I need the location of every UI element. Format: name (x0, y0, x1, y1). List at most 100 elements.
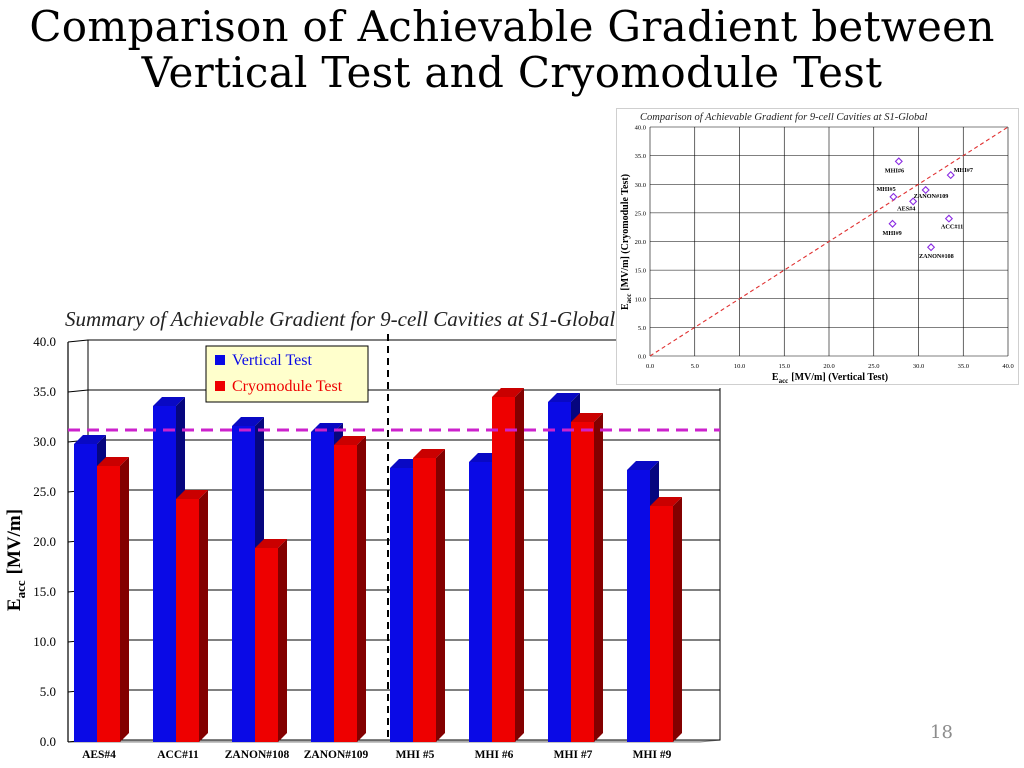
bar-side (120, 457, 129, 742)
slide-title-line-1: Comparison of Achievable Gradient betwee… (29, 2, 995, 51)
scatter-point-label: ZANON#108 (919, 253, 954, 260)
bar-x-tick-label: ZANON#108 (225, 749, 290, 761)
scatter-point (909, 197, 918, 206)
bar-y-tick-label: 0.0 (40, 734, 56, 749)
bar (548, 402, 571, 742)
bar-y-tick-label: 5.0 (40, 684, 56, 699)
slide-title: Comparison of Achievable Gradient betwee… (0, 4, 1024, 96)
bar-chart: Summary of Achievable Gradient for 9-cel… (4, 307, 721, 761)
bar-x-tick-label: MHI #7 (554, 749, 593, 761)
bar (232, 426, 255, 742)
bar-y-tick-label: 40.0 (33, 334, 56, 349)
legend-box (205, 345, 369, 403)
scatter-x-label: Eacc [MV/m] (Vertical Test) (772, 372, 888, 385)
scatter-point-label: MHI#9 (883, 230, 902, 237)
bar-side (357, 436, 366, 742)
bar-side (515, 388, 524, 742)
bar-top (492, 388, 524, 397)
bar (627, 470, 650, 742)
bar-side (199, 490, 208, 742)
legend-swatch-vertical (215, 355, 225, 365)
bar-x-tick-label: AES#4 (82, 749, 116, 761)
scatter-point (944, 214, 954, 223)
bar-top (74, 435, 106, 444)
scatter-chart-grid (649, 126, 1009, 357)
scatter-y-tick-label: 25.0 (635, 210, 646, 217)
scatter-y-tick-label: 15.0 (635, 268, 646, 275)
scatter-chart-axes: 0.0 5.0 10.0 15.0 20.0 25.0 30.0 35.0 40.0 0.0 5.0… (635, 125, 1014, 371)
bar-side (278, 539, 287, 742)
scatter-point-label: MHI#6 (885, 167, 904, 174)
bar (390, 468, 413, 742)
scatter-y-tick-label: 10.0 (635, 296, 646, 303)
scatter-diagonal-line (649, 126, 1009, 357)
scatter-chart-frame (616, 108, 1019, 385)
bar-top (334, 436, 366, 445)
scatter-xlabel-sub: acc (779, 377, 789, 385)
bar-chart-bars (68, 334, 720, 742)
scatter-x-tick-label: 30.0 (913, 363, 924, 370)
scatter-y-tick-label: 30.0 (635, 182, 646, 189)
scatter-y-label: Eacc [MV/m] (Cryomodule Test) (620, 174, 633, 310)
bar-x-tick-label: MHI #9 (633, 749, 672, 761)
scatter-ylabel-unit: [MV/m] (Cryomodule Test) (620, 174, 631, 291)
scatter-chart: Comparison of Achievable Gradient for 9-… (616, 108, 1020, 388)
scatter-point (888, 219, 897, 228)
bar-side (673, 497, 682, 742)
bar-y-tick-label: 35.0 (33, 384, 56, 399)
bar-top (153, 397, 185, 406)
scatter-x-tick-label: 5.0 (691, 363, 699, 370)
scatter-x-tick-label: 20.0 (823, 363, 834, 370)
bar-top (627, 461, 659, 470)
scatter-point (926, 243, 936, 252)
scatter-point-label: ZANON#109 (914, 193, 949, 200)
scatter-chart-diagonal (649, 126, 1009, 357)
bar (469, 462, 492, 742)
scatter-point (894, 157, 903, 166)
bar (74, 444, 97, 742)
scatter-y-tick-label: 5.0 (638, 325, 646, 332)
scatter-chart-title: Comparison of Achievable Gradient for 9-… (640, 112, 927, 123)
scatter-y-tick-label: 35.0 (635, 153, 646, 160)
bar-gridline-edge (67, 339, 89, 343)
bar-x-tick-label: MHI #6 (475, 749, 514, 761)
scatter-y-tick-label: 0.0 (638, 354, 646, 361)
bar (413, 458, 436, 742)
bar-x-tick-label: ACC#11 (157, 749, 199, 761)
bar-top (650, 497, 682, 506)
scatter-point-label: MHI#5 (876, 186, 895, 193)
bar-y-tick-label: 30.0 (33, 434, 56, 449)
scatter-x-tick-label: 40.0 (1002, 363, 1013, 370)
bar-chart-legend: Vertical Test Cryomodule Test (205, 345, 369, 403)
bar (650, 506, 673, 742)
bar (255, 548, 278, 742)
bar-chart-y-label: Eacc [MV/m] (4, 509, 28, 611)
scatter-xlabel-main: E (772, 372, 779, 383)
scatter-ylabel-main: E (620, 303, 631, 310)
bar-ylabel-main: E (4, 598, 25, 611)
bar (176, 499, 199, 742)
bar-side (436, 449, 445, 742)
scatter-x-tick-label: 0.0 (646, 363, 654, 370)
legend-label-vertical: Vertical Test (232, 352, 312, 369)
bar (311, 432, 334, 742)
bar-y-tick-label: 15.0 (33, 584, 56, 599)
legend-swatch-cryomodule (215, 381, 225, 391)
bar-chart-x-axis: AES#4 ACC#11 ZANON#108 ZANON#109 MHI #5 MHI #… (82, 749, 672, 761)
scatter-y-tick-label: 20.0 (635, 239, 646, 246)
scatter-point (946, 171, 955, 180)
scatter-x-tick-label: 10.0 (734, 363, 745, 370)
scatter-xlabel-unit: [MV/m] (Vertical Test) (791, 372, 888, 383)
bar-top (548, 393, 580, 402)
slide-title-line-2: Vertical Test and Cryomodule Test (141, 48, 883, 97)
scatter-point-label: AES#4 (897, 205, 915, 212)
bar-chart-title: Summary of Achievable Gradient for 9-cel… (65, 307, 615, 331)
bar (492, 397, 515, 742)
scatter-x-tick-label: 25.0 (868, 363, 879, 370)
scatter-point-label: ACC#11 (941, 224, 963, 231)
legend-label-cryomodule: Cryomodule Test (232, 378, 343, 395)
scatter-point (889, 192, 898, 201)
bar (97, 466, 120, 742)
bar-side (594, 413, 603, 742)
bar-y-tick-label: 25.0 (33, 484, 56, 499)
